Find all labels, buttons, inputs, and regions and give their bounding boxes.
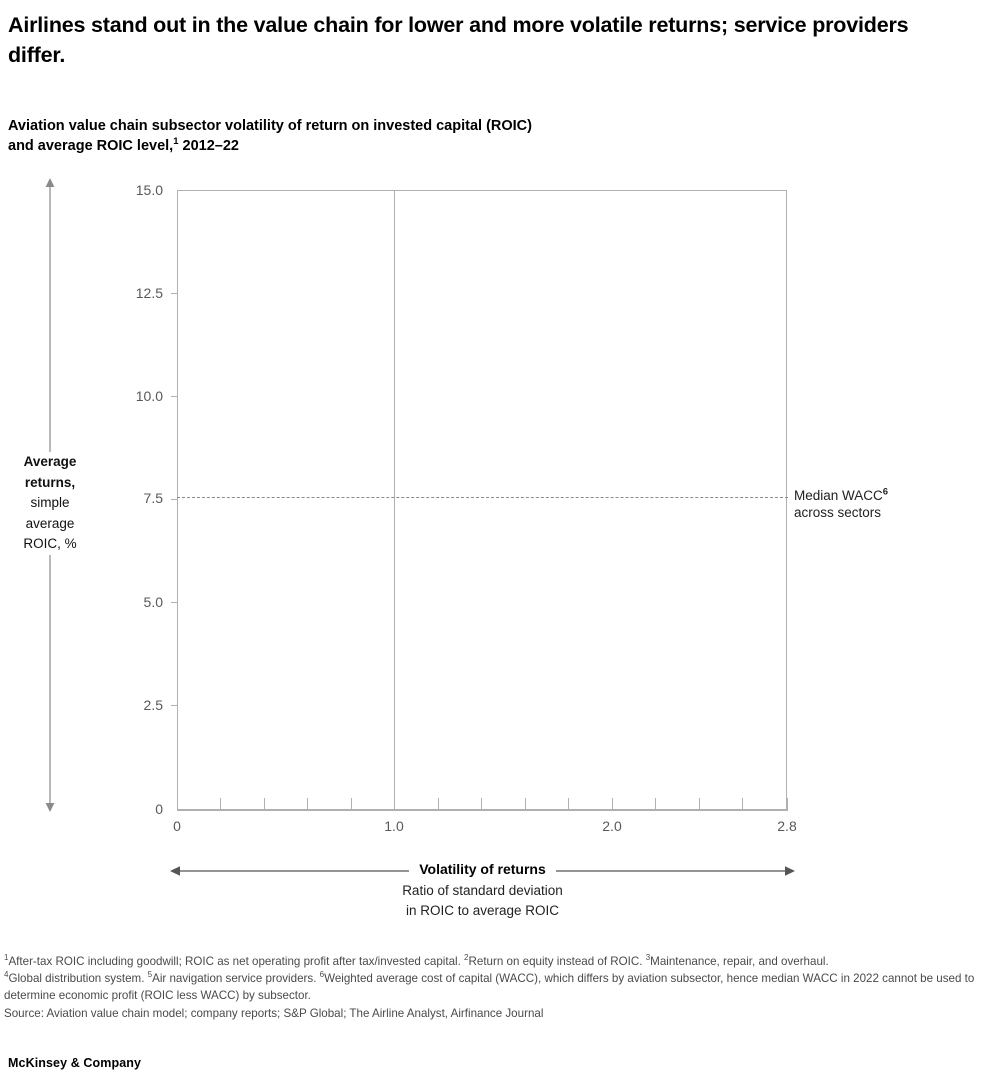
y-axis-title: Average returns, simple average ROIC, % [0,452,100,555]
x-tick-mark-0-2 [220,798,221,810]
chart-subtitle-line1: Aviation value chain subsector volatilit… [8,118,532,134]
source-line: Source: Aviation value chain model; comp… [4,1006,544,1020]
chart-subtitle: Aviation value chain subsector volatilit… [8,116,808,156]
y-tick-label-0: 0 [155,801,163,817]
footnote-line-1: 1After-tax ROIC including goodwill; ROIC… [4,953,990,970]
footnote-text-2: Return on equity instead of ROIC. [468,955,646,968]
y-tick-label-2-5: 2.5 [143,697,163,713]
footnote-text-4: Global distribution system. [8,972,148,986]
y-axis-title-plain-2: average [25,515,75,531]
y-tick-label-12-5: 12.5 [135,285,163,301]
x-tick-label-0: 0 [173,818,181,834]
horizontal-axis-arrow [170,866,795,876]
y-axis-title-plain-1: simple [30,495,70,510]
y-tick-label-7-5: 7.5 [143,490,163,506]
x-axis-title: Volatility of returns [170,861,795,877]
y-tick-mark-10 [171,396,177,397]
vertical-reference-line-1 [394,190,395,810]
footnote-marker-6: 6 [319,970,325,980]
footnote-text-3: Maintenance, repair, and overhaul. [650,955,829,968]
footnote-text-6: Weighted average cost of capital (WACC),… [4,972,975,1003]
footnote-text-5: Air navigation service providers. [152,972,320,986]
footnote-text-1: After-tax ROIC including goodwill; ROIC … [8,955,465,968]
x-tick-mark-0-6 [307,798,308,810]
x-tick-label-1-0: 1.0 [384,818,404,834]
x-tick-mark-2-0 [612,798,613,810]
footnote-line-2: 4Global distribution system. 5Air naviga… [4,970,990,1004]
x-tick-label-2-8: 2.8 [777,818,797,834]
x-tick-mark-2-2 [655,798,656,810]
footnote-marker-1: 1 [4,953,9,963]
x-tick-mark-0 [177,798,178,810]
footnote-marker-4: 4 [4,970,9,980]
x-tick-mark-1-0 [394,798,395,810]
x-axis-subtitle-line1: Ratio of standard deviation [402,883,563,898]
vertical-axis-arrow [45,178,55,812]
footnote-marker-3: 3 [645,953,651,963]
x-tick-mark-1-6 [525,798,526,810]
x-axis-line [177,810,788,811]
median-wacc-annotation-line1: Median WACC [794,488,883,503]
x-axis-title-group: Volatility of returns Ratio of standard … [170,860,795,930]
x-tick-mark-2-8 [787,798,788,810]
x-axis-subtitle-line2: in ROIC to average ROIC [405,903,560,918]
chart-subtitle-line2-pre: and average ROIC level, [8,138,174,154]
y-tick-mark-5 [171,602,177,603]
x-tick-mark-0-4 [264,798,265,810]
y-tick-label-5: 5.0 [143,594,163,610]
y-tick-label-15: 15.0 [135,182,163,198]
page-headline: Airlines stand out in the value chain fo… [8,13,909,67]
median-wacc-footnote-marker: 6 [882,486,889,498]
median-wacc-reference-line [177,497,788,498]
y-tick-mark-12-5 [171,293,177,294]
x-tick-label-2-0: 2.0 [602,818,622,834]
x-tick-mark-0-8 [351,798,352,810]
mckinsey-logo: McKinsey & Company [8,1056,142,1070]
footnote-marker-2: 2 [464,953,469,963]
x-tick-mark-2-4 [699,798,700,810]
median-wacc-annotation-line2: across sectors [794,505,882,520]
plot-area [177,190,787,810]
x-tick-mark-1-8 [568,798,569,810]
footnotes-block: 1After-tax ROIC including goodwill; ROIC… [4,953,990,1022]
footnote-marker-5: 5 [147,970,153,980]
x-tick-mark-1-2 [438,798,439,810]
x-axis-subtitle: Ratio of standard deviation in ROIC to a… [170,881,795,921]
y-axis-title-bold: Average returns, [23,454,77,490]
x-tick-mark-2-6 [742,798,743,810]
median-wacc-annotation: Median WACC6 across sectors [794,487,888,521]
y-axis-title-plain-3: ROIC, % [23,536,77,551]
x-tick-mark-1-4 [481,798,482,810]
y-tick-label-10: 10.0 [135,388,163,404]
y-tick-mark-7-5 [171,499,177,500]
chart-subtitle-footnote-marker: 1 [173,136,179,148]
y-tick-mark-2-5 [171,705,177,706]
chart-subtitle-line2-post: 2012–22 [178,138,239,154]
